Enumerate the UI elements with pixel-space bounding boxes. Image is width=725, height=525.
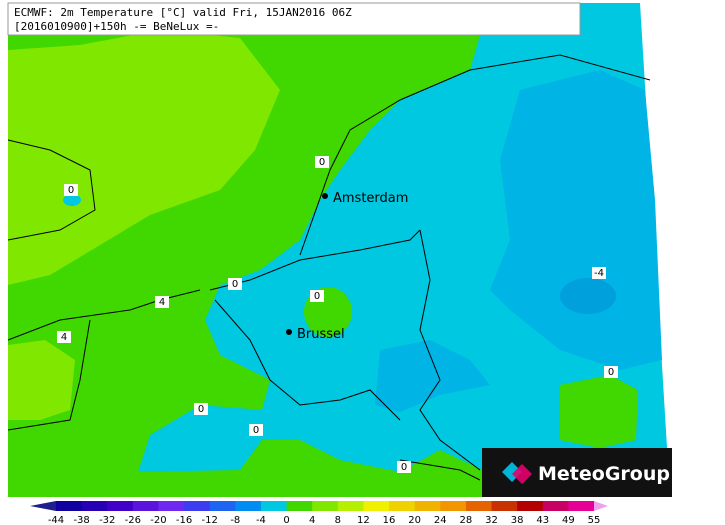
colorbar-segment <box>517 501 544 511</box>
contour-label-box <box>64 184 78 196</box>
contour-label-box <box>155 296 169 308</box>
cold-area <box>63 194 81 206</box>
colorbar-tick-label: 28 <box>460 515 473 525</box>
colorbar-tick-label: 49 <box>562 515 575 525</box>
logo-icon <box>512 464 532 484</box>
colorbar-tick-label: 0 <box>283 515 289 525</box>
colorbar-tick-label: 55 <box>588 515 601 525</box>
colorbar-segment <box>184 501 211 511</box>
colorbar-tick-label: 32 <box>485 515 498 525</box>
coldest-area <box>560 278 616 314</box>
city-dot <box>286 329 292 335</box>
contour-label: 4 <box>159 297 165 308</box>
colorbar-tick-label: -32 <box>99 515 115 525</box>
contour-label-box <box>228 278 242 290</box>
colorbar-tick-label: 16 <box>383 515 396 525</box>
contour-label: 0 <box>232 279 238 290</box>
contour-label-box <box>249 424 263 436</box>
colorbar-segment <box>542 501 569 511</box>
colorbar-segment <box>568 501 595 511</box>
warm-area <box>8 340 75 420</box>
colorbar-tick-label: 38 <box>511 515 524 525</box>
colorbar-tick-label: -4 <box>256 515 266 525</box>
colorbar-end <box>594 501 608 511</box>
colorbar-segment <box>158 501 185 511</box>
contour-label-box <box>604 366 618 378</box>
contour-label: 0 <box>314 291 320 302</box>
contour-label: 0 <box>198 404 204 415</box>
colorbar-tick-label: -20 <box>150 515 166 525</box>
colorbar-tick-label: -38 <box>73 515 89 525</box>
contour-label-box <box>310 290 324 302</box>
colorbar-tick-label: -44 <box>48 515 64 525</box>
contour-label-box <box>315 156 329 168</box>
city-label: Amsterdam <box>333 191 408 206</box>
city-label: Brussel <box>297 327 345 342</box>
colder-area <box>375 340 490 412</box>
colorbar-end <box>30 501 56 511</box>
contour-label: -4 <box>594 268 604 279</box>
colorbar-segment <box>235 501 262 511</box>
colorbar-segment <box>56 501 83 511</box>
contour-label: 0 <box>608 367 614 378</box>
city-dot <box>322 193 328 199</box>
contour-label-box <box>57 331 71 343</box>
colorbar-segment <box>132 501 159 511</box>
colorbar-tick-label: -8 <box>230 515 240 525</box>
colorbar-tick-label: 24 <box>434 515 447 525</box>
colorbar-segment <box>286 501 313 511</box>
contour-label: 4 <box>61 332 67 343</box>
colorbar-tick-label: 12 <box>357 515 370 525</box>
colorbar-tick-label: 8 <box>335 515 341 525</box>
colorbar-segment <box>465 501 493 511</box>
header-line: [2016010900]+150h -= BeNeLux =- <box>14 20 219 33</box>
colorbar-tick-label: -16 <box>176 515 192 525</box>
header-line: ECMWF: 2m Temperature [°C] valid Fri, 15… <box>14 6 352 19</box>
logo-text: MeteoGroup <box>538 463 670 485</box>
borders <box>7 54 651 481</box>
contour-label: 0 <box>68 185 74 196</box>
mild-area <box>560 375 638 448</box>
colorbar-tick-label: -26 <box>125 515 141 525</box>
contour-label: 0 <box>253 425 259 436</box>
colorbar-segment <box>260 501 288 511</box>
contour-label: 0 <box>401 462 407 473</box>
colorbar-segment <box>491 501 518 511</box>
colorbar-segment <box>107 501 134 511</box>
colorbar-tick-label: 43 <box>536 515 549 525</box>
contour-label-box <box>194 403 208 415</box>
contour-label: 0 <box>319 157 325 168</box>
colorbar-segment <box>414 501 441 511</box>
colorbar-segment <box>337 501 364 511</box>
colorbar-segment <box>312 501 339 511</box>
colorbar-tick-label: 20 <box>408 515 421 525</box>
colorbar-tick-label: 4 <box>309 515 315 525</box>
colorbar-segment <box>209 501 236 511</box>
colorbar-tick-label: -12 <box>202 515 218 525</box>
contour-label-box <box>397 461 411 473</box>
colorbar-segment <box>363 501 390 511</box>
header-box <box>7 2 581 36</box>
colorbar-segment <box>440 501 467 511</box>
colorbar-segment <box>81 501 108 511</box>
colorbar-segment <box>389 501 416 511</box>
colder-area <box>490 70 662 370</box>
contour-label-box <box>592 267 606 279</box>
